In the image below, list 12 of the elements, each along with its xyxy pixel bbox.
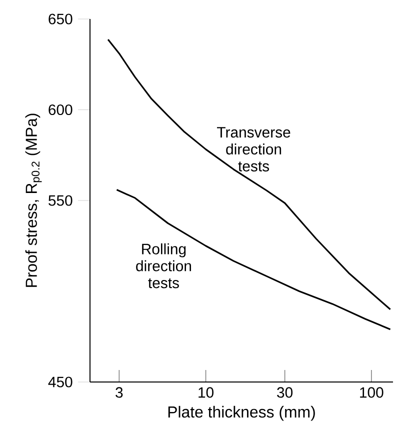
series-label: Transverse direction tests <box>217 127 290 172</box>
x-tick-label: 100 <box>360 387 384 398</box>
y-tick-label: 550 <box>48 195 72 206</box>
x-tick-label: 30 <box>277 387 293 398</box>
y-axis-title: Proof stress, R$_{p0.2}$ (MPa) <box>25 114 42 287</box>
x-tick-label: 3 <box>116 387 123 398</box>
series-label: Rolling direction tests <box>136 243 191 288</box>
x-tick-label: 10 <box>198 387 214 398</box>
x-axis-title: Plate thickness (mm) <box>168 406 315 421</box>
y-tick-label: 650 <box>48 14 72 24</box>
y-tick-label: 450 <box>48 376 72 388</box>
y-tick-label: 600 <box>48 104 72 116</box>
